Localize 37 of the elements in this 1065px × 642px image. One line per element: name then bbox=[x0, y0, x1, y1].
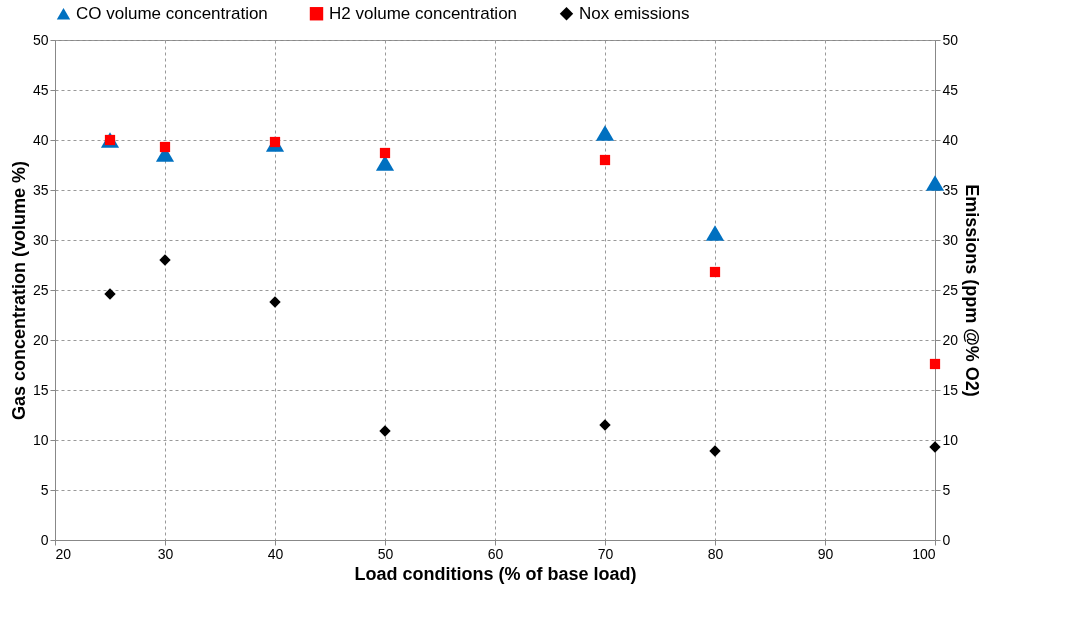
x-tick-label: 30 bbox=[157, 545, 174, 562]
y-tick-label: 45 bbox=[32, 81, 49, 98]
y2-tick-label: 5 bbox=[942, 481, 951, 498]
x-tick-label: 90 bbox=[817, 545, 834, 562]
y2-tick-label: 40 bbox=[942, 131, 959, 148]
x-tick-label: 40 bbox=[267, 545, 284, 562]
y-tick-label: 20 bbox=[32, 331, 49, 348]
legend-label: H2 volume concentration bbox=[329, 3, 518, 23]
x-tick-label: 80 bbox=[707, 545, 724, 562]
y-tick-label: 30 bbox=[32, 231, 49, 248]
x-tick-label: 20 bbox=[55, 545, 72, 562]
y-tick-label: 0 bbox=[40, 531, 49, 548]
y2-tick-label: 30 bbox=[942, 231, 959, 248]
x-tick-label: 60 bbox=[487, 545, 504, 562]
y2-tick-label: 35 bbox=[942, 181, 959, 198]
legend-label: CO volume concentration bbox=[76, 3, 268, 23]
y-tick-label: 50 bbox=[32, 31, 49, 48]
x-tick-label: 100 bbox=[912, 545, 936, 562]
y-tick-label: 10 bbox=[32, 431, 49, 448]
x-tick-label: 70 bbox=[597, 545, 614, 562]
y-tick-label: 40 bbox=[32, 131, 49, 148]
y-tick-label: 5 bbox=[40, 481, 49, 498]
y2-axis-title: Emissions (ppm @% O2) bbox=[962, 184, 983, 397]
y2-tick-label: 10 bbox=[942, 431, 959, 448]
y2-tick-label: 20 bbox=[942, 331, 959, 348]
y-axis-title: Gas concentration (volume %) bbox=[8, 160, 29, 421]
x-tick-label: 50 bbox=[377, 545, 394, 562]
y2-tick-label: 0 bbox=[942, 531, 951, 548]
legend-label: Nox emissions bbox=[579, 3, 690, 23]
y2-tick-label: 45 bbox=[942, 81, 959, 98]
x-axis-title: Load conditions (% of base load) bbox=[354, 563, 637, 584]
y2-tick-label: 25 bbox=[942, 281, 959, 298]
y2-tick-label: 15 bbox=[942, 381, 959, 398]
y2-tick-label: 50 bbox=[942, 31, 959, 48]
y-tick-label: 35 bbox=[32, 181, 49, 198]
y-tick-label: 15 bbox=[32, 381, 49, 398]
y-tick-label: 25 bbox=[32, 281, 49, 298]
